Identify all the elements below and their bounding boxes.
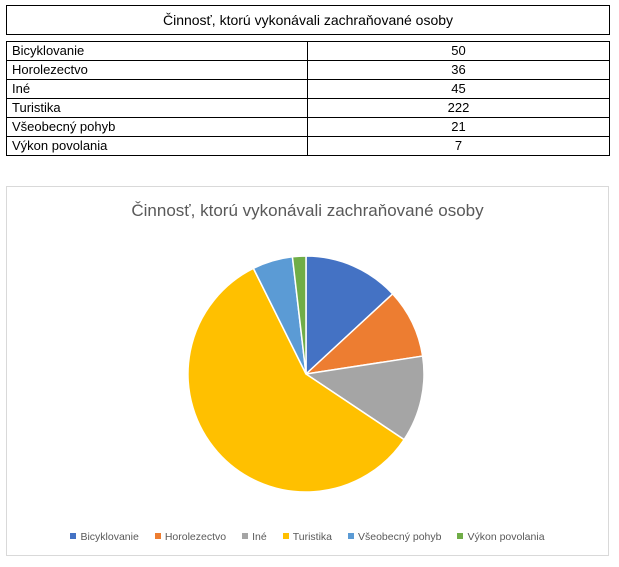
legend-item[interactable]: Iné — [242, 531, 267, 543]
row-value: 45 — [306, 79, 611, 99]
legend-item[interactable]: Všeobecný pohyb — [348, 531, 441, 543]
table-row: Iné 45 — [6, 79, 611, 99]
legend-swatch — [282, 533, 289, 540]
legend-label: Všeobecný pohyb — [358, 531, 442, 543]
row-label: Turistika — [6, 98, 308, 118]
table-row: Výkon povolania 7 — [6, 136, 611, 156]
row-label: Iné — [6, 79, 308, 99]
chart-title: Činnosť, ktorú vykonávali zachraňované o… — [131, 201, 484, 220]
pie-slice-bicyklovanie[interactable] — [305, 255, 394, 376]
legend-label: Turistika — [292, 531, 332, 543]
pie-slice-ine[interactable] — [303, 355, 425, 441]
table-row: Bicyklovanie 50 — [6, 41, 611, 61]
legend-item[interactable]: Bicyklovanie — [70, 531, 139, 543]
table-spacer-row — [6, 34, 610, 42]
table-row: Turistika 222 — [6, 98, 611, 118]
chart-legend: Bicyklovanie Horolezectvo Iné Turistika Všeo… — [7, 531, 608, 543]
legend-item[interactable]: Turistika — [282, 531, 332, 543]
pie-slice-turistika[interactable] — [187, 267, 406, 493]
legend-label: Bicyklovanie — [80, 531, 139, 543]
row-value: 7 — [306, 136, 611, 156]
table-row: Horolezectvo 36 — [6, 60, 611, 80]
legend-swatch — [154, 533, 161, 540]
legend-swatch — [70, 533, 77, 540]
pie-slice-vykon-povolania[interactable] — [291, 255, 307, 375]
row-label: Bicyklovanie — [6, 41, 308, 61]
row-value: 222 — [306, 98, 611, 118]
table-spacer — [6, 34, 610, 42]
legend-swatch — [242, 533, 249, 540]
legend-label: Výkon povolania — [467, 531, 545, 543]
legend-label: Horolezectvo — [164, 531, 227, 543]
row-label: Všeobecný pohyb — [6, 117, 308, 137]
row-label: Horolezectvo — [6, 60, 308, 80]
pie-chart[interactable]: Činnosť, ktorú vykonávali zachraňované o… — [6, 186, 609, 556]
legend-item[interactable]: Výkon povolania — [457, 531, 545, 543]
row-value: 50 — [306, 41, 611, 61]
pie-plot-area — [187, 255, 425, 493]
legend-label: Iné — [252, 531, 267, 543]
legend-swatch — [457, 533, 464, 540]
legend-item[interactable]: Horolezectvo — [154, 531, 227, 543]
activity-table: Činnosť, ktorú vykonávali zachraňované o… — [5, 5, 611, 156]
row-value: 36 — [306, 60, 611, 80]
row-value: 21 — [306, 117, 611, 137]
legend-swatch — [348, 533, 354, 540]
row-label: Výkon povolania — [6, 136, 308, 156]
table-title-row: Činnosť, ktorú vykonávali zachraňované o… — [5, 5, 611, 35]
table-row: Všeobecný pohyb 21 — [6, 117, 611, 137]
table-title: Činnosť, ktorú vykonávali zachraňované o… — [5, 5, 611, 35]
